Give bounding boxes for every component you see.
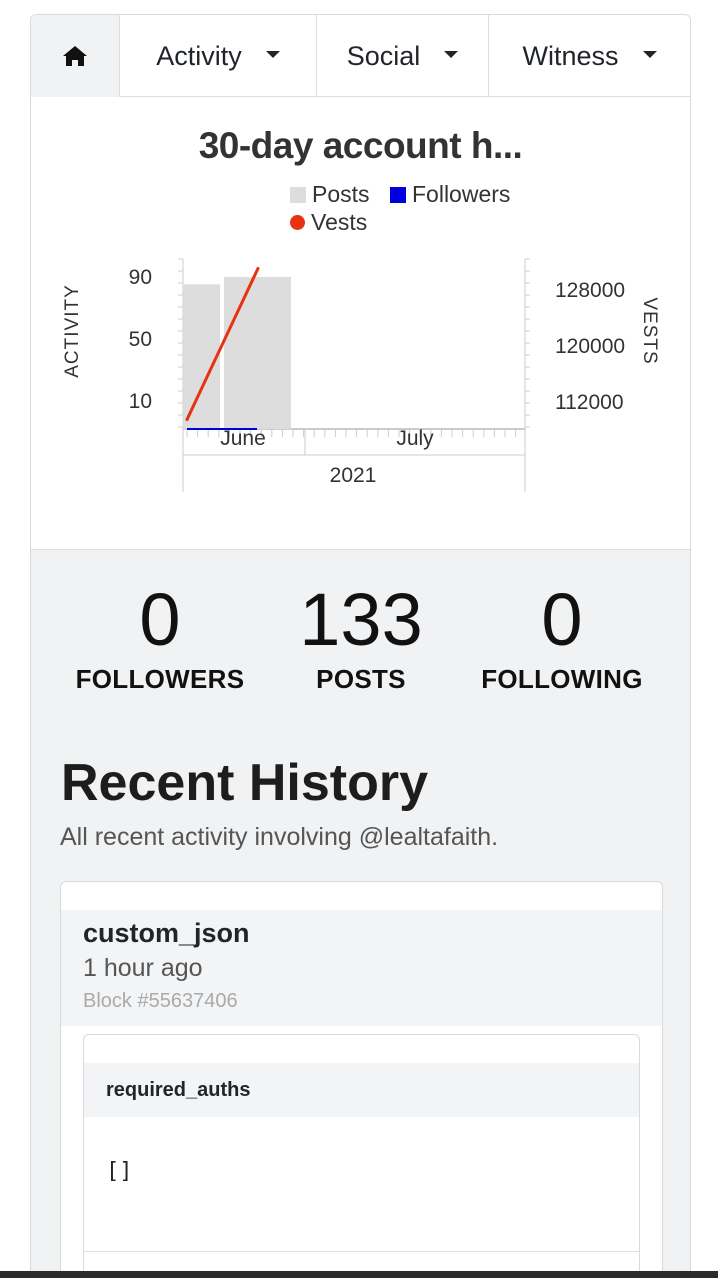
nav-activity-dropdown[interactable]: Activity — [120, 15, 317, 97]
followers-swatch — [390, 186, 406, 203]
posts-label: POSTS — [316, 664, 406, 694]
y-right-tick-label: 128000 — [555, 279, 625, 302]
legend-label: Vests — [311, 209, 368, 235]
y-tick-label: 50 — [129, 328, 152, 351]
followers-count: 0 — [139, 578, 181, 661]
following-count: 0 — [541, 578, 583, 661]
x-tick-label-month: June — [220, 427, 266, 450]
x-tick-label-month: July — [396, 427, 434, 450]
followers-label: FOLLOWERS — [75, 664, 245, 694]
field-value: [] — [106, 1159, 133, 1184]
legend-item-posts[interactable]: Posts — [290, 181, 370, 208]
nav-activity-label: Activity — [156, 40, 242, 71]
recent-history-subtitle: All recent activity involving @lealtafai… — [60, 823, 499, 851]
chevron-down-icon — [642, 50, 657, 58]
operation-details: required_auths [] — [83, 1034, 640, 1278]
chevron-down-icon — [265, 50, 280, 58]
posts-bar — [224, 276, 291, 429]
y-axis-label-left: ACTIVITY — [62, 284, 83, 378]
chart-plot: ACTIVITY VESTS 90 50 10 128000 120000 11… — [62, 258, 660, 492]
top-nav: Activity Social Witness — [31, 15, 690, 97]
legend-item-followers[interactable]: Followers — [390, 181, 510, 208]
y-tick-label: 10 — [129, 390, 152, 413]
divider — [84, 1251, 639, 1252]
posts-swatch — [290, 186, 306, 203]
legend-label: Posts — [312, 181, 370, 207]
following-label: FOLLOWING — [481, 664, 643, 694]
field-label: required_auths — [106, 1079, 251, 1101]
posts-count: 133 — [299, 578, 423, 661]
legend-label: Followers — [412, 181, 511, 207]
account-stats: 0 FOLLOWERS 133 POSTS 0 FOLLOWING — [31, 580, 690, 710]
vests-line — [185, 266, 260, 422]
chart-title: 30-day account h... — [198, 125, 523, 166]
legend-item-vests[interactable]: Vests — [290, 209, 367, 236]
bottom-bar — [0, 1271, 718, 1278]
y-right-tick-label: 112000 — [555, 391, 624, 414]
recent-history-title: Recent History — [61, 754, 428, 812]
account-history-chart: 30-day account h... Posts Followers Vest… — [31, 97, 690, 550]
operation-type: custom_json — [83, 918, 250, 948]
home-icon — [63, 46, 87, 66]
nav-witness-label: Witness — [522, 40, 619, 71]
posts-bar — [183, 284, 220, 429]
vests-swatch — [290, 215, 305, 230]
history-item-header: custom_json 1 hour ago Block #55637406 — [61, 910, 662, 1026]
field-header: required_auths — [84, 1063, 639, 1117]
following-stat[interactable]: 0 FOLLOWING — [452, 580, 672, 695]
history-item: custom_json 1 hour ago Block #55637406 r… — [60, 881, 663, 1278]
operation-time: 1 hour ago — [83, 954, 203, 982]
nav-home[interactable] — [31, 15, 120, 97]
posts-stat[interactable]: 133 POSTS — [251, 580, 471, 695]
followers-stat[interactable]: 0 FOLLOWERS — [50, 580, 270, 695]
account-card: Activity Social Witness 30-day account h… — [30, 14, 691, 1278]
nav-social-dropdown[interactable]: Social — [317, 15, 489, 97]
operation-block[interactable]: Block #55637406 — [83, 990, 238, 1012]
nav-social-label: Social — [346, 40, 421, 71]
x-tick-label-year: 2021 — [330, 464, 377, 487]
nav-witness-dropdown[interactable]: Witness — [489, 15, 690, 97]
y-right-tick-label: 120000 — [555, 335, 625, 358]
y-axis-label-right: VESTS — [639, 297, 660, 364]
chevron-down-icon — [444, 50, 459, 58]
y-tick-label: 90 — [129, 266, 152, 289]
